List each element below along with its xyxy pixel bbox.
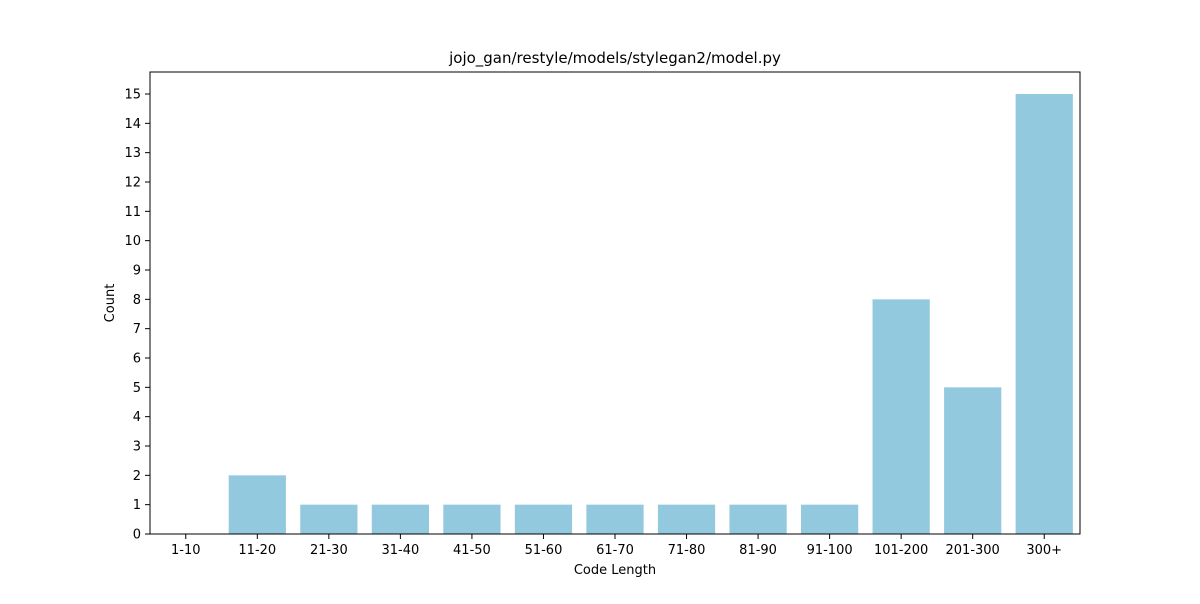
bar-41-50: [443, 504, 501, 534]
bar-51-60: [514, 504, 573, 534]
y-tick-label: 3: [133, 440, 141, 455]
bar-71-80: [657, 504, 716, 534]
bar-201-300: [944, 387, 1002, 534]
x-tick-label: 11-20: [238, 543, 276, 558]
chart-title: jojo_gan/restyle/models/stylegan2/model.…: [448, 49, 781, 68]
bar-61-70: [586, 504, 644, 534]
x-axis-label: Code Length: [574, 563, 656, 578]
y-tick-label: 5: [133, 381, 141, 396]
x-tick-label: 300+: [1026, 543, 1062, 558]
x-tick-label: 31-40: [381, 543, 419, 558]
bar-31-40: [371, 504, 429, 534]
y-tick-label: 2: [133, 469, 141, 484]
y-tick-label: 13: [124, 146, 141, 161]
x-tick-label: 21-30: [310, 543, 348, 558]
bar-21-30: [300, 504, 358, 534]
y-tick-label: 6: [133, 352, 141, 367]
y-tick-label: 10: [124, 234, 141, 249]
y-tick-label: 0: [133, 528, 141, 543]
y-tick-label: 1: [133, 498, 141, 513]
bar-101-200: [872, 299, 930, 534]
x-tick-label: 61-70: [596, 543, 634, 558]
x-tick-label: 41-50: [453, 543, 491, 558]
x-tick-label: 101-200: [874, 543, 928, 558]
bars-layer: [228, 94, 1073, 534]
x-tick-label: 81-90: [739, 543, 777, 558]
bar-300+: [1015, 94, 1073, 534]
y-tick-label: 15: [124, 88, 141, 103]
y-tick-label: 12: [124, 176, 141, 191]
y-tick-label: 11: [124, 205, 141, 220]
y-tick-label: 8: [133, 293, 141, 308]
x-tick-label: 1-10: [171, 543, 201, 558]
x-tick-label: 201-300: [946, 543, 1000, 558]
y-axis-label: Count: [103, 284, 118, 323]
bar-91-100: [801, 504, 859, 534]
y-tick-label: 9: [133, 264, 141, 279]
plot-frame: [149, 71, 1081, 535]
bar-11-20: [228, 475, 286, 534]
y-tick-label: 4: [133, 410, 141, 425]
y-tick-label: 7: [133, 322, 141, 337]
x-tick-label: 71-80: [668, 543, 706, 558]
bar-81-90: [729, 504, 787, 534]
x-tick-label: 91-100: [807, 543, 853, 558]
x-axis-ticks: 1-10 11-20 21-30 31-40 41-50 51-60 61-70 71-80 8…: [171, 534, 1062, 558]
x-tick-label: 51-60: [525, 543, 563, 558]
y-tick-label: 14: [124, 117, 141, 132]
